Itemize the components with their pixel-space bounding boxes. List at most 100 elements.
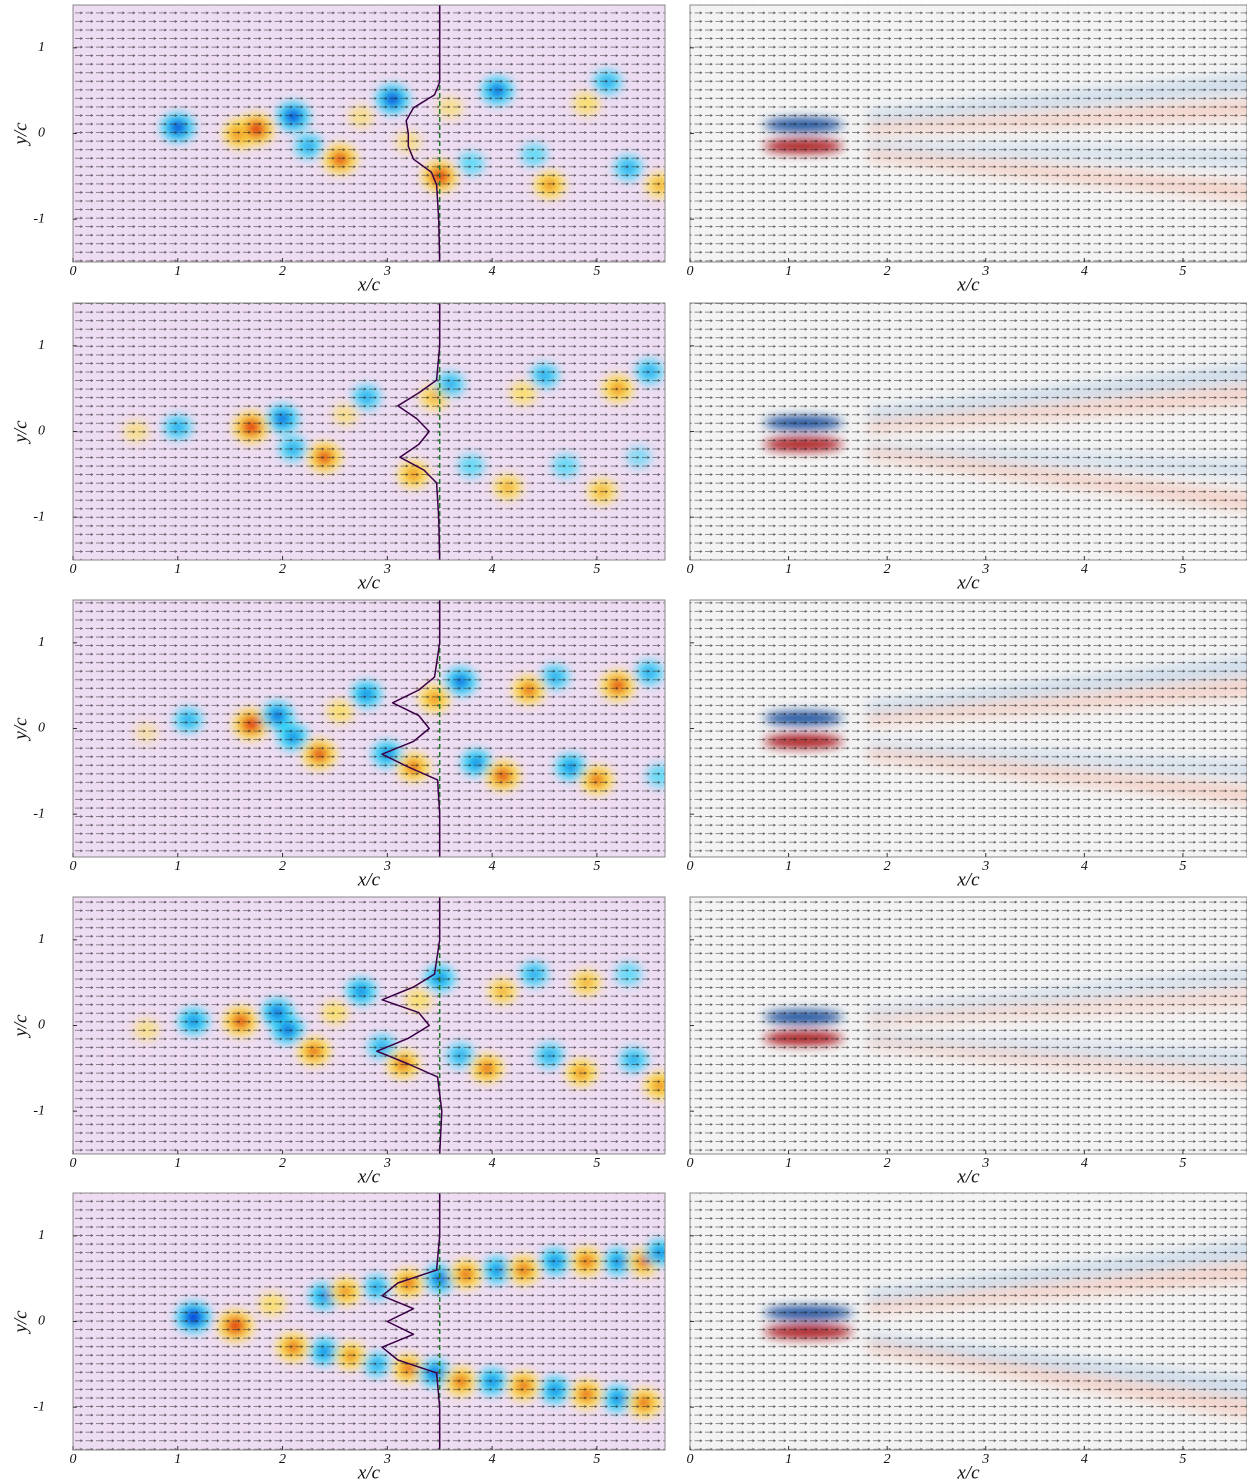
x-tick-label: 4 <box>1081 1156 1088 1171</box>
velocity-profile <box>381 600 441 857</box>
x-tick-label: 0 <box>687 1156 694 1171</box>
x-tick-label: 4 <box>489 859 496 874</box>
x-tick-label: 1 <box>174 1452 181 1467</box>
x-tick-label: 4 <box>1081 859 1088 874</box>
y-tick-label: 1 <box>38 40 45 55</box>
x-tick-label: 0 <box>70 562 77 577</box>
x-tick-label: 1 <box>174 264 181 279</box>
velocity-vectors <box>690 5 1247 262</box>
x-tick-label: 4 <box>1081 1452 1088 1467</box>
x-tick-label: 0 <box>70 1452 77 1467</box>
x-tick-label: 2 <box>884 264 891 279</box>
x-tick-label: 3 <box>383 1452 391 1467</box>
x-tick-label: 5 <box>593 1156 600 1171</box>
x-tick-label: 5 <box>1179 562 1186 577</box>
y-axis-label: y/c <box>10 717 31 742</box>
panel: 0 1 2 3 4 5 x/c <box>687 599 1247 890</box>
x-tick-label: 2 <box>279 264 286 279</box>
x-tick-label: 2 <box>279 1156 286 1171</box>
y-tick-label: 0 <box>38 126 45 141</box>
x-tick-label: 0 <box>687 264 694 279</box>
x-tick-label: 3 <box>383 859 391 874</box>
y-tick-label: 0 <box>38 1018 45 1033</box>
x-tick-label: 3 <box>383 264 391 279</box>
y-tick-label: 0 <box>38 721 45 736</box>
x-tick-label: 3 <box>981 1452 989 1467</box>
x-tick-label: 4 <box>1081 264 1088 279</box>
x-tick-label: 1 <box>785 562 792 577</box>
velocity-vectors <box>690 1193 1247 1450</box>
panel: 0 1 2 3 4 5 x/c <box>687 4 1247 295</box>
x-tick-label: 2 <box>279 562 286 577</box>
velocity-vectors <box>73 1193 665 1450</box>
x-tick-label: 1 <box>174 1156 181 1171</box>
x-axis-label: x/c <box>956 274 980 295</box>
panel: 0 1 2 3 4 5 -1 0 1 x/c y/c <box>10 599 666 890</box>
panel: 0 1 2 3 4 5 x/c <box>687 1192 1247 1483</box>
x-tick-label: 2 <box>884 859 891 874</box>
y-tick-label: 1 <box>38 932 45 947</box>
y-tick-label: 1 <box>38 1228 45 1243</box>
x-tick-label: 4 <box>489 1156 496 1171</box>
velocity-vectors <box>73 5 665 262</box>
y-tick-label: -1 <box>33 1103 45 1118</box>
x-tick-label: 3 <box>383 562 391 577</box>
y-tick-label: -1 <box>33 509 45 524</box>
y-tick-label: 0 <box>38 424 45 439</box>
x-tick-label: 4 <box>489 562 496 577</box>
x-tick-label: 0 <box>70 1156 77 1171</box>
velocity-vectors <box>73 600 665 857</box>
x-tick-label: 1 <box>785 264 792 279</box>
x-tick-label: 2 <box>279 1452 286 1467</box>
panel: 0 1 2 3 4 5 -1 0 1 x/c y/c <box>10 302 666 593</box>
x-tick-label: 0 <box>70 859 77 874</box>
x-tick-label: 1 <box>174 562 181 577</box>
x-tick-label: 5 <box>1179 1156 1186 1171</box>
x-tick-label: 1 <box>174 859 181 874</box>
panel: 0 1 2 3 4 5 -1 0 1 x/c y/c <box>10 896 666 1187</box>
y-tick-label: -1 <box>33 806 45 821</box>
y-tick-label: -1 <box>33 211 45 226</box>
x-tick-label: 2 <box>279 859 286 874</box>
y-axis-label: y/c <box>10 420 31 445</box>
x-tick-label: 3 <box>981 859 989 874</box>
x-tick-label: 5 <box>1179 859 1186 874</box>
x-axis-label: x/c <box>357 869 381 890</box>
velocity-vectors <box>690 600 1247 857</box>
y-axis-label: y/c <box>10 122 31 147</box>
x-axis-label: x/c <box>956 1462 980 1483</box>
velocity-profile <box>376 897 443 1154</box>
field <box>73 303 665 560</box>
x-axis-label: x/c <box>956 1166 980 1187</box>
field <box>690 897 1247 1154</box>
x-tick-label: 3 <box>383 1156 391 1171</box>
x-tick-label: 0 <box>687 859 694 874</box>
x-tick-label: 4 <box>1081 562 1088 577</box>
x-tick-label: 0 <box>687 562 694 577</box>
x-tick-label: 5 <box>1179 1452 1186 1467</box>
field <box>690 303 1247 560</box>
x-tick-label: 0 <box>687 1452 694 1467</box>
x-tick-label: 5 <box>593 562 600 577</box>
field <box>73 897 665 1154</box>
x-tick-label: 0 <box>70 264 77 279</box>
x-tick-label: 2 <box>884 562 891 577</box>
y-tick-label: 0 <box>38 1314 45 1329</box>
x-tick-label: 1 <box>785 1452 792 1467</box>
panel: 0 1 2 3 4 5 -1 0 1 x/c y/c <box>10 1192 666 1483</box>
x-tick-label: 3 <box>981 1156 989 1171</box>
x-axis-label: x/c <box>956 572 980 593</box>
x-tick-label: 4 <box>489 264 496 279</box>
x-tick-label: 5 <box>593 264 600 279</box>
x-tick-label: 2 <box>884 1452 891 1467</box>
velocity-profile <box>397 303 441 560</box>
y-axis-label: y/c <box>10 1310 31 1335</box>
field <box>73 5 665 262</box>
x-tick-label: 1 <box>785 1156 792 1171</box>
x-axis-label: x/c <box>357 572 381 593</box>
field <box>690 1193 1247 1450</box>
field <box>690 5 1247 262</box>
velocity-vectors <box>73 897 665 1154</box>
velocity-profile <box>405 5 441 262</box>
